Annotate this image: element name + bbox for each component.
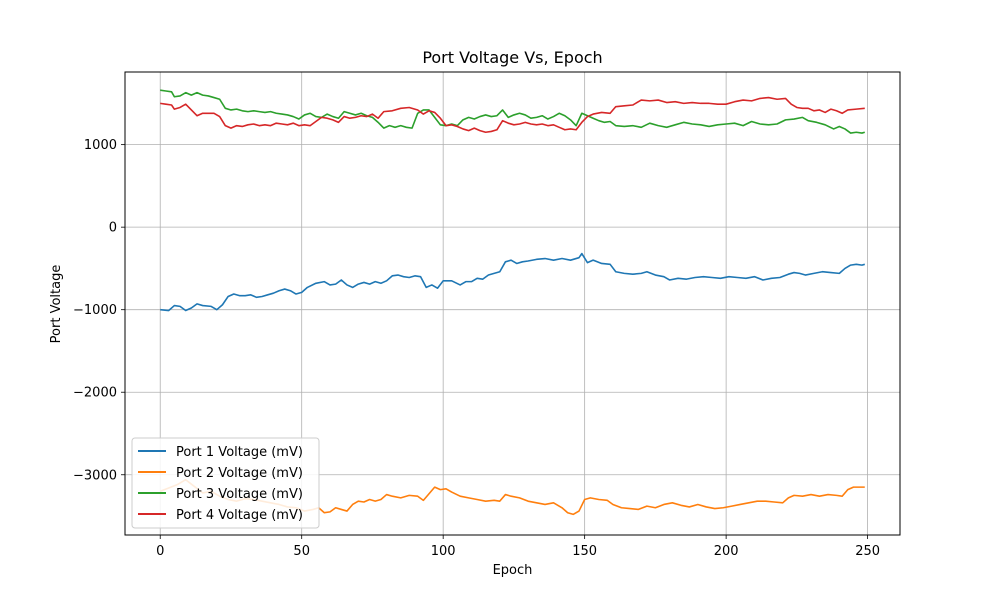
x-tick-label: 200	[714, 544, 739, 559]
series-line-port-3	[160, 89, 865, 134]
series-line-port-4	[160, 96, 865, 134]
grid	[125, 72, 900, 535]
legend-box	[131, 437, 320, 529]
legend-label-port-4: Port 4 Voltage (mV)	[176, 508, 303, 523]
series-line-port-1	[160, 252, 865, 312]
chart-title: Port Voltage Vs, Epoch	[422, 48, 602, 67]
x-tick-label: 0	[156, 544, 164, 559]
y-tick-label: −3000	[73, 468, 117, 483]
y-tick-label: 0	[109, 221, 117, 236]
y-tick-label: −2000	[73, 386, 117, 401]
plot-frame	[124, 71, 901, 536]
x-tick-label: 250	[855, 544, 880, 559]
series-group	[159, 89, 865, 516]
legend-label-port-3: Port 3 Voltage (mV)	[176, 487, 303, 502]
y-tick-label: 1000	[84, 138, 117, 153]
ticks: 0 50 100 150 200 250 1000 0 −1000 −2000 −3000	[73, 138, 880, 559]
legend-label-port-1: Port 1 Voltage (mV)	[176, 445, 303, 460]
legend-label-port-2: Port 2 Voltage (mV)	[176, 466, 303, 481]
x-axis-label: Epoch	[493, 563, 533, 578]
y-tick-label: −1000	[73, 303, 117, 318]
y-axis-label: Port Voltage	[49, 265, 64, 344]
x-tick-label: 150	[572, 544, 597, 559]
x-tick-label: 50	[293, 544, 310, 559]
legend: Port 1 Voltage (mV) Port 2 Voltage (mV) …	[131, 437, 320, 529]
x-tick-label: 100	[431, 544, 456, 559]
